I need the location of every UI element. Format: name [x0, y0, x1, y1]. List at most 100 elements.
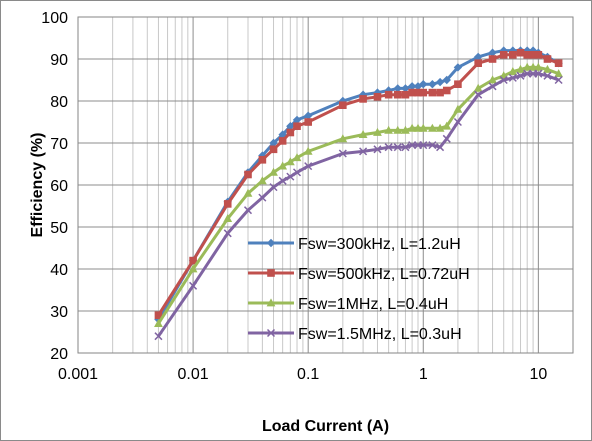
data-point: [278, 137, 287, 145]
y-tick-label: 50: [50, 220, 68, 237]
x-axis-title: Load Current (A): [262, 418, 389, 435]
data-point: [373, 93, 382, 101]
y-tick-label: 20: [50, 346, 68, 363]
data-point: [286, 172, 295, 181]
series-4: [154, 69, 563, 341]
series-2: [154, 48, 563, 319]
y-tick-label: 80: [50, 94, 68, 111]
data-point: [453, 117, 462, 127]
data-point: [278, 161, 288, 170]
data-point: [554, 59, 563, 67]
data-point: [188, 264, 198, 273]
data-point: [509, 51, 517, 59]
data-point: [442, 121, 452, 130]
data-point: [543, 71, 552, 80]
data-point: [528, 46, 538, 55]
x-tick-label: 1: [419, 366, 428, 383]
data-point: [453, 63, 463, 72]
data-point: [359, 95, 367, 103]
data-point: [401, 143, 410, 152]
data-point: [243, 206, 253, 215]
data-point: [499, 51, 508, 59]
legend-label: Fsw=1.5MHz, L=0.3uH: [298, 326, 462, 343]
data-point: [292, 153, 302, 162]
series-line: [157, 65, 560, 325]
data-point: [292, 115, 302, 125]
data-point: [523, 51, 532, 59]
data-point: [408, 141, 417, 150]
data-point: [435, 123, 445, 132]
data-point: [258, 156, 267, 164]
data-point: [384, 90, 393, 99]
data-point: [534, 69, 543, 78]
x-tick-label: 10: [529, 366, 547, 383]
legend: Fsw=300kHz, L=1.2uH Fsw=500kHz, L=0.72uH F…: [248, 236, 470, 343]
data-point: [516, 48, 525, 57]
y-tick-label: 40: [50, 262, 68, 279]
data-point: [304, 162, 313, 171]
data-point: [522, 62, 532, 71]
data-point: [269, 145, 278, 154]
legend-label: Fsw=300kHz, L=1.2uH: [298, 236, 461, 253]
legend-label: Fsw=500kHz, L=0.72uH: [298, 266, 470, 283]
data-point: [384, 125, 394, 134]
data-point: [154, 319, 163, 327]
data-point: [442, 86, 451, 95]
legend-label: Fsw=1MHz, L=0.4uH: [298, 296, 448, 313]
series-layer: [154, 46, 564, 341]
data-point: [473, 52, 483, 62]
data-point: [278, 176, 287, 185]
data-point: [442, 134, 451, 143]
data-point: [533, 62, 543, 71]
data-point: [258, 193, 267, 202]
x-tick-label: 0.01: [178, 366, 209, 383]
data-point: [407, 123, 417, 132]
data-point: [285, 157, 295, 166]
data-point: [508, 73, 517, 82]
y-tick-label: 100: [41, 10, 68, 27]
data-point: [516, 71, 525, 80]
data-point: [523, 69, 532, 78]
data-point: [408, 88, 416, 97]
data-point: [543, 64, 552, 73]
data-point: [223, 214, 233, 222]
plot-area: [77, 16, 574, 354]
data-point: [499, 75, 508, 85]
data-point: [488, 55, 497, 63]
data-point: [534, 51, 543, 59]
data-point: [523, 46, 532, 55]
data-point: [427, 123, 437, 132]
data-point: [339, 101, 347, 109]
data-point: [266, 328, 276, 338]
data-point: [401, 84, 410, 93]
data-point: [286, 122, 295, 131]
data-point: [266, 298, 276, 307]
data-point: [384, 143, 393, 152]
data-point: [543, 55, 552, 63]
data-point: [418, 123, 428, 132]
data-point: [244, 170, 252, 179]
y-tick-label: 70: [50, 136, 68, 153]
x-tick-label: 0.001: [58, 366, 98, 383]
data-point: [529, 51, 537, 59]
data-point: [393, 84, 402, 93]
data-point: [419, 141, 428, 150]
data-point: [373, 145, 382, 154]
data-point: [269, 167, 278, 176]
data-point: [474, 59, 482, 67]
data-point: [554, 75, 563, 85]
data-point: [338, 134, 348, 143]
data-point: [508, 46, 518, 55]
data-point: [223, 229, 232, 238]
data-point: [474, 90, 483, 99]
data-point: [488, 48, 497, 57]
legend-item: Fsw=1MHz, L=0.4uH: [248, 296, 448, 313]
data-point: [189, 281, 198, 290]
data-point: [154, 311, 163, 319]
data-point: [393, 125, 403, 134]
data-point: [223, 200, 232, 208]
data-point: [419, 80, 428, 89]
data-point: [516, 64, 525, 73]
